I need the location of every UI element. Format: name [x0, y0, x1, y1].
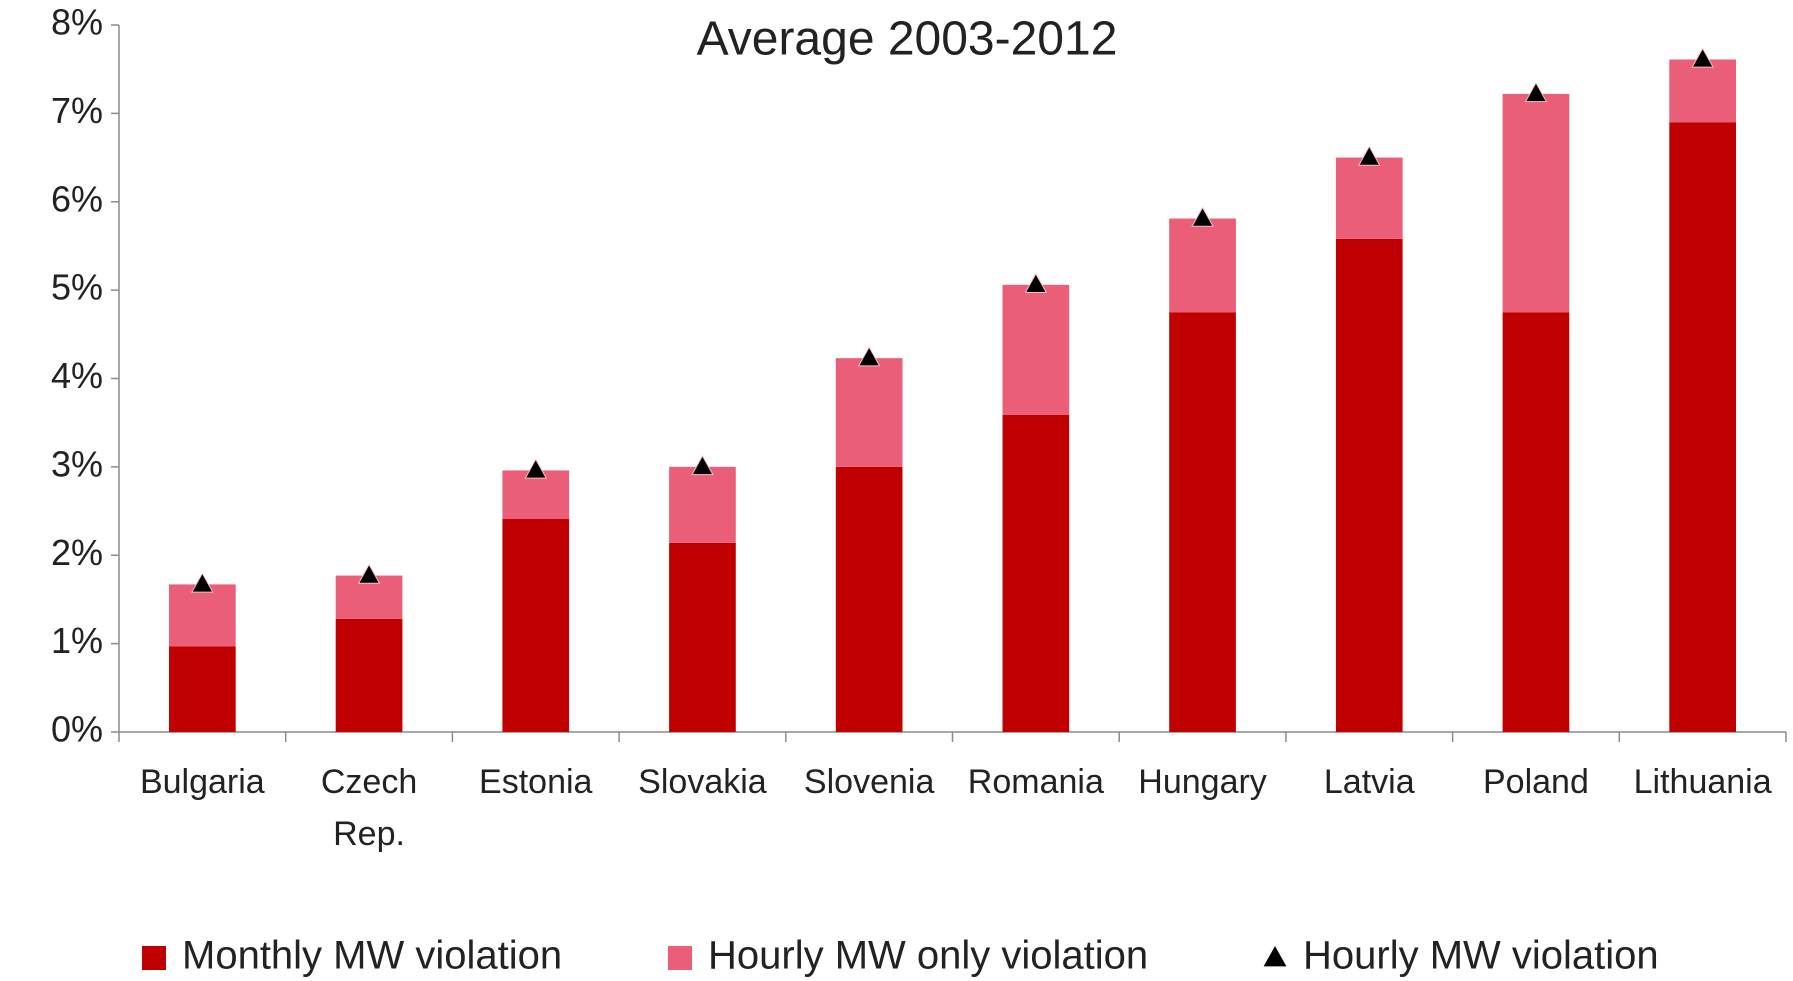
- y-tick-label: 6%: [51, 178, 103, 219]
- bar: [335, 618, 403, 732]
- x-tick-label: Romania: [967, 763, 1104, 801]
- legend-label: Hourly MW violation: [1303, 934, 1659, 978]
- legend-label: Monthly MW violation: [182, 934, 562, 978]
- bar: [835, 358, 903, 467]
- bar: [1502, 93, 1570, 313]
- bar: [1169, 218, 1236, 313]
- marker: [1691, 47, 1714, 68]
- bar: [669, 542, 736, 732]
- bar: [169, 584, 236, 647]
- bar: [169, 646, 236, 732]
- bar: [502, 519, 570, 732]
- bar: [1669, 59, 1736, 123]
- y-tick-label: 3%: [51, 443, 103, 484]
- bar: [1002, 414, 1070, 732]
- legend-swatch: [1263, 946, 1287, 967]
- y-tick-label: 0%: [51, 709, 103, 750]
- marker: [691, 454, 714, 476]
- x-tick-label: Slovakia: [638, 763, 767, 801]
- x-tick-label: Hungary: [1138, 763, 1267, 801]
- bar: [1669, 122, 1736, 732]
- marker: [1191, 206, 1214, 227]
- bar: [1502, 312, 1570, 732]
- bar: [1335, 238, 1403, 732]
- x-tick-label: Poland: [1483, 763, 1589, 801]
- x-tick-label: Slovenia: [803, 763, 935, 801]
- marker: [524, 458, 548, 479]
- y-tick-label: 4%: [51, 355, 103, 396]
- legend-label: Hourly MW only violation: [708, 934, 1148, 978]
- bar: [1002, 284, 1070, 415]
- bar: [1169, 312, 1236, 732]
- marker: [857, 346, 881, 367]
- chart-title: Average 2003-2012: [697, 13, 1118, 66]
- bar: [1335, 157, 1403, 239]
- marker: [1024, 272, 1048, 294]
- legend-swatch: [668, 946, 692, 970]
- y-tick-label: 5%: [51, 267, 103, 308]
- x-tick-label: Czech Rep.: [320, 763, 418, 853]
- marker: [357, 563, 381, 584]
- y-tick-label: 7%: [51, 90, 103, 131]
- marker: [191, 572, 214, 593]
- x-tick-label: Bulgaria: [139, 763, 265, 801]
- x-tick-label: Latvia: [1323, 763, 1415, 801]
- bar: [835, 466, 903, 732]
- y-tick-label: 2%: [51, 532, 103, 573]
- y-tick-label: 8%: [51, 2, 103, 43]
- bar: [669, 466, 736, 543]
- x-tick-label: Lithuania: [1633, 763, 1772, 801]
- y-tick-label: 1%: [51, 620, 103, 661]
- legend-swatch: [142, 946, 166, 970]
- marker: [1524, 81, 1548, 103]
- x-tick-label: Estonia: [479, 763, 593, 801]
- marker: [1357, 145, 1381, 166]
